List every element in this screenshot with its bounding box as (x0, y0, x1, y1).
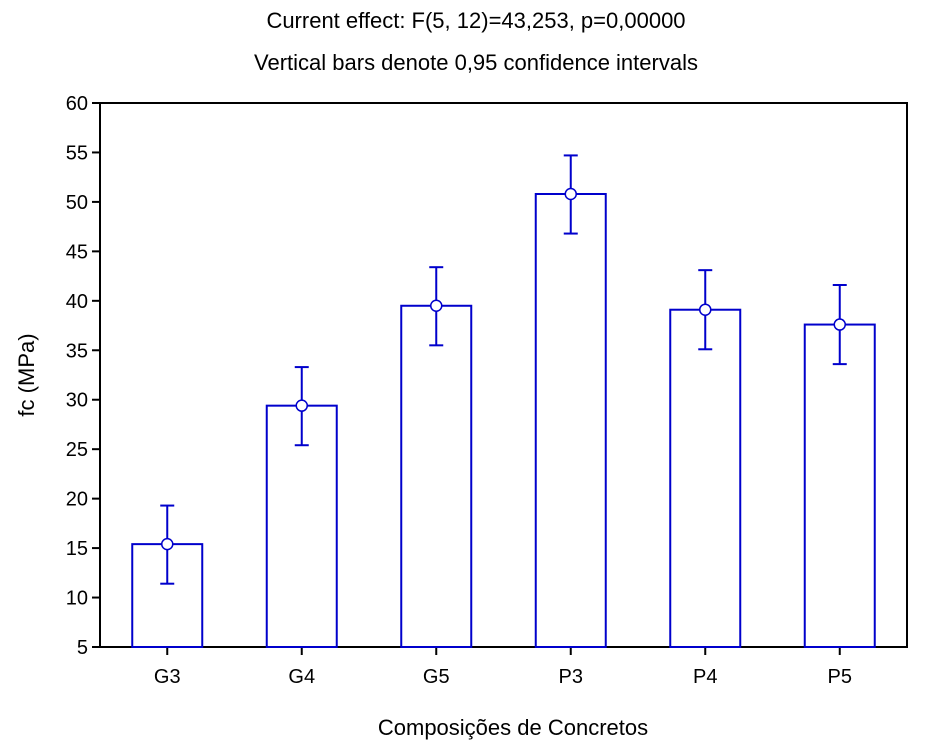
x-tick-label: P5 (828, 666, 852, 688)
y-tick-label: 5 (77, 637, 88, 659)
x-tick-label: G3 (154, 666, 181, 688)
x-tick-label: G5 (423, 666, 450, 688)
mean-marker (564, 187, 577, 201)
mean-marker (295, 399, 308, 412)
bar (534, 192, 607, 648)
mean-marker (833, 318, 846, 331)
mean-marker (161, 537, 174, 551)
bar (131, 543, 204, 648)
bar (803, 323, 876, 648)
x-tick-label: P4 (693, 666, 717, 688)
y-tick-label: 50 (66, 192, 88, 214)
y-tick-label: 55 (66, 142, 88, 164)
plot-area: 5 10 15 20 25 30 35 40 45 50 55 60 G3 G4 G5 P3 P4 P5 (66, 93, 908, 688)
x-tick-label: P3 (559, 666, 583, 688)
x-axis-label: Composições de Concretos (378, 715, 648, 740)
mean-marker (699, 303, 712, 316)
y-tick-label: 15 (66, 538, 88, 560)
chart-title: Current effect: F(5, 12)=43,253, p=0,000… (266, 8, 685, 33)
y-tick-label: 40 (66, 291, 88, 313)
mean-marker (430, 299, 443, 313)
y-tick-label: 20 (66, 489, 88, 511)
y-tick-label: 10 (66, 588, 88, 610)
y-tick-label: 60 (66, 93, 88, 115)
x-tick-label: G4 (288, 666, 315, 688)
y-tick-label: 45 (66, 241, 88, 263)
bar (669, 308, 742, 648)
y-tick-label: 25 (66, 439, 88, 461)
plot-frame (99, 102, 908, 648)
chart-subtitle: Vertical bars denote 0,95 confidence int… (254, 50, 698, 75)
y-tick-label: 30 (66, 390, 88, 412)
bar (400, 304, 473, 648)
y-tick-label: 35 (66, 340, 88, 362)
y-axis-label: fc (MPa) (14, 333, 39, 416)
